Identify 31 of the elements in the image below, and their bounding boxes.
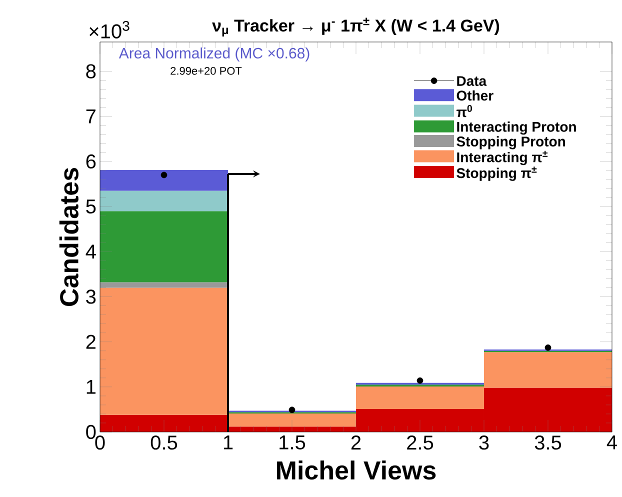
x-axis-title: Michel Views <box>277 460 436 480</box>
legend-label: Stopping π$^{±}$ <box>456 166 537 181</box>
x-tick-label: 3 <box>479 436 489 450</box>
legend-label: Stopping Proton <box>456 136 566 150</box>
legend-label: π$^{0}$ <box>456 104 472 118</box>
legend-label: Data <box>457 76 487 86</box>
y-tick-label: 0 <box>86 424 96 440</box>
y-tick-label: 6 <box>86 154 96 169</box>
y-tick-label: 5 <box>86 200 96 214</box>
annotation: Area Normalized (MC ×0.68) <box>118 47 310 62</box>
legend-label: Interacting Proton <box>457 122 576 135</box>
x-tick-label: 2 <box>351 436 361 450</box>
legend-label: Interacting π$^{±}$ <box>457 150 548 166</box>
y-tick-label: 2 <box>86 334 96 349</box>
y-tick-label: 7 <box>86 110 96 124</box>
y-tick-label: 3 <box>86 290 96 304</box>
x-tick-label: 2.5 <box>407 436 434 450</box>
y-tick-label: 1 <box>86 380 96 394</box>
x-tick-label: 0 <box>95 436 105 450</box>
x-tick-label: 1.5 <box>280 436 306 450</box>
y-tick-label: 8 <box>86 64 96 78</box>
annotation: 2.99e+20 POT <box>170 66 242 75</box>
y-axis-title: Candidates <box>59 168 78 306</box>
x-tick-label: 1 <box>224 436 233 450</box>
x-tick-label: 0.5 <box>150 436 178 450</box>
x-tick-label: 3.5 <box>534 436 562 450</box>
legend-label: Other <box>456 90 494 101</box>
text: ×10$^{3}$ <box>90 20 130 38</box>
y-tick-label: 4 <box>86 244 96 259</box>
chart-title: ν$_{μ}$ Tracker → μ$^{-}$ 1π$^{±}$ X (W < 1.4 GeV) <box>212 18 500 36</box>
x-tick-label: 4 <box>606 436 617 450</box>
